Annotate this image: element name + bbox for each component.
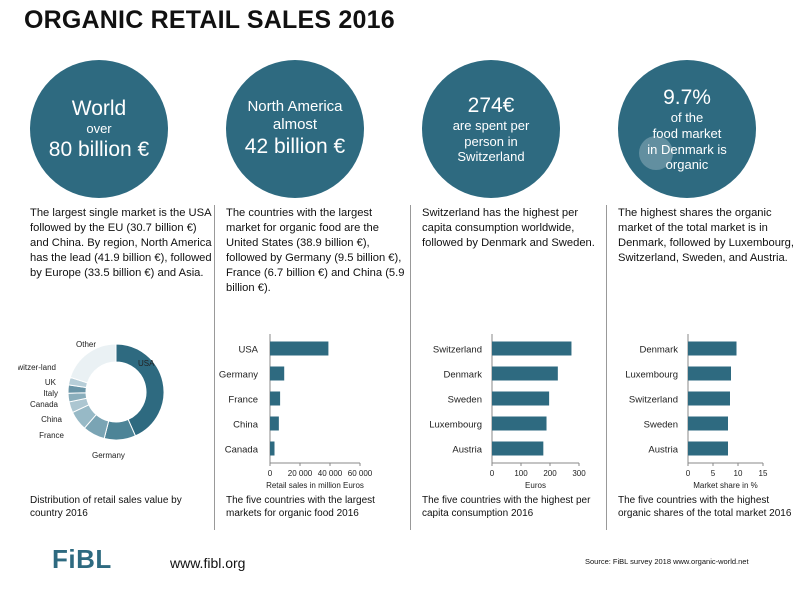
switzerland-description: Switzerland has the highest per capita c… [422, 207, 595, 249]
bar-category-label: Austria [648, 445, 678, 456]
fibl-logo: FiBL [52, 544, 112, 574]
website-link[interactable]: www.fibl.org [170, 555, 246, 571]
slice-label: Italy [43, 389, 58, 398]
source-note: Source: FiBL survey 2018 www.organic-wor… [585, 557, 749, 566]
slice-label: Canada [30, 400, 59, 409]
bar [270, 366, 285, 381]
per-capita-bar-chart: Switzerland Denmark Sweden Luxembourg Austri… [429, 334, 586, 490]
world-description: The largest single market is the USA fol… [30, 207, 212, 279]
x-axis-label: Retail sales in million Euros [266, 481, 364, 490]
bar-category-label: Canada [225, 445, 259, 456]
north-america-column: North America almost 42 billion € The co… [214, 60, 409, 530]
circle-line: 9.7% [663, 86, 711, 110]
slice-label: Switzer-land [18, 363, 56, 372]
column-divider [606, 205, 607, 530]
circle-line: over [86, 121, 112, 137]
column-divider [410, 205, 411, 530]
market-share-caption: The five countries with the highest orga… [618, 495, 792, 519]
circle-line: almost [272, 116, 318, 134]
bar-category-label: Sweden [448, 395, 482, 406]
denmark-column: 9.7% of the food market in Denmark is or… [606, 60, 800, 530]
circle-line: 80 billion € [48, 137, 150, 161]
bar-category-label: China [233, 420, 259, 431]
x-tick-label: 60 000 [348, 469, 373, 478]
world-circle: World over 80 billion € [30, 60, 168, 198]
bar-category-label: Germany [219, 370, 258, 381]
decorative-bubble [639, 136, 673, 170]
circle-line: are spent per [452, 118, 530, 134]
x-axis-label: Euros [525, 481, 546, 490]
bar [492, 441, 544, 456]
bar [270, 341, 329, 356]
circle-line: 42 billion € [244, 135, 346, 159]
denmark-description: The highest shares the organic market of… [618, 207, 794, 264]
bar-category-label: Switzerland [433, 345, 482, 356]
page-title: ORGANIC RETAIL SALES 2016 [24, 6, 395, 34]
x-tick-label: 100 [514, 469, 528, 478]
bar-category-label: Luxembourg [429, 420, 482, 431]
switzerland-circle: 274€ are spent per person in Switzerland [422, 60, 560, 198]
x-tick-label: 300 [572, 469, 586, 478]
bar [270, 441, 275, 456]
bar [688, 391, 730, 406]
bar-category-label: USA [238, 345, 258, 356]
circle-line: in Denmark is [647, 141, 727, 157]
donut-slice [115, 343, 165, 437]
north-america-description: The countries with the largest market fo… [226, 207, 405, 294]
x-tick-label: 0 [268, 469, 273, 478]
x-tick-label: 0 [490, 469, 495, 478]
world-column: World over 80 billion € The largest sing… [18, 60, 213, 530]
bar-category-label: France [228, 395, 258, 406]
bar [688, 366, 731, 381]
donut-chart: USA Germany France China Canada Italy UK Switze… [18, 340, 165, 460]
bar-category-label: Luxembourg [625, 370, 678, 381]
switzerland-column: 274€ are spent per person in Switzerland… [410, 60, 605, 530]
circle-line: food market [652, 126, 722, 141]
donut-slice [69, 343, 117, 384]
largest-markets-bar-chart: USA Germany France China Canada 0 20 000 40 000… [219, 334, 373, 490]
world-caption: Distribution of retail sales value by co… [30, 495, 182, 519]
market-share-bar-chart: Denmark Luxembourg Switzerland Sweden Austri… [625, 334, 768, 490]
bar-category-label: Sweden [644, 420, 678, 431]
x-tick-label: 200 [543, 469, 557, 478]
slice-label: USA [138, 359, 155, 368]
slice-label: Other [76, 340, 96, 349]
x-tick-label: 10 [734, 469, 743, 478]
column-divider [214, 205, 215, 530]
north-america-circle: North America almost 42 billion € [226, 60, 364, 198]
bar-category-label: Switzerland [629, 395, 678, 406]
slice-label: China [41, 415, 62, 424]
per-capita-caption: The five countries with the highest per … [422, 495, 591, 519]
bar [688, 341, 737, 356]
bar [270, 391, 281, 406]
bar [492, 416, 547, 431]
x-axis-label: Market share in % [693, 481, 757, 490]
largest-markets-caption: The five countries with the largest mark… [226, 495, 375, 519]
x-tick-label: 5 [711, 469, 716, 478]
bar [688, 441, 728, 456]
bar-category-label: Denmark [639, 345, 678, 356]
bar [688, 416, 728, 431]
x-tick-label: 15 [759, 469, 768, 478]
x-tick-label: 40 000 [318, 469, 343, 478]
circle-line: World [71, 97, 127, 121]
bar-category-label: Austria [452, 445, 482, 456]
slice-label: Germany [92, 451, 125, 460]
denmark-circle: 9.7% of the food market in Denmark is or… [618, 60, 756, 198]
circle-line: organic [665, 157, 709, 173]
bar [270, 416, 279, 431]
bar [492, 341, 572, 356]
bar-category-label: Denmark [443, 370, 482, 381]
bar [492, 391, 550, 406]
x-tick-label: 0 [686, 469, 691, 478]
circle-line: North America [247, 98, 343, 116]
bar [492, 366, 558, 381]
circle-line: 274€ [467, 94, 515, 118]
circle-line: of the [670, 110, 704, 126]
circle-line: Switzerland [457, 149, 525, 165]
x-tick-label: 20 000 [288, 469, 313, 478]
circle-line: person in [464, 133, 518, 149]
slice-label: France [39, 431, 64, 440]
slice-label: UK [45, 378, 57, 387]
